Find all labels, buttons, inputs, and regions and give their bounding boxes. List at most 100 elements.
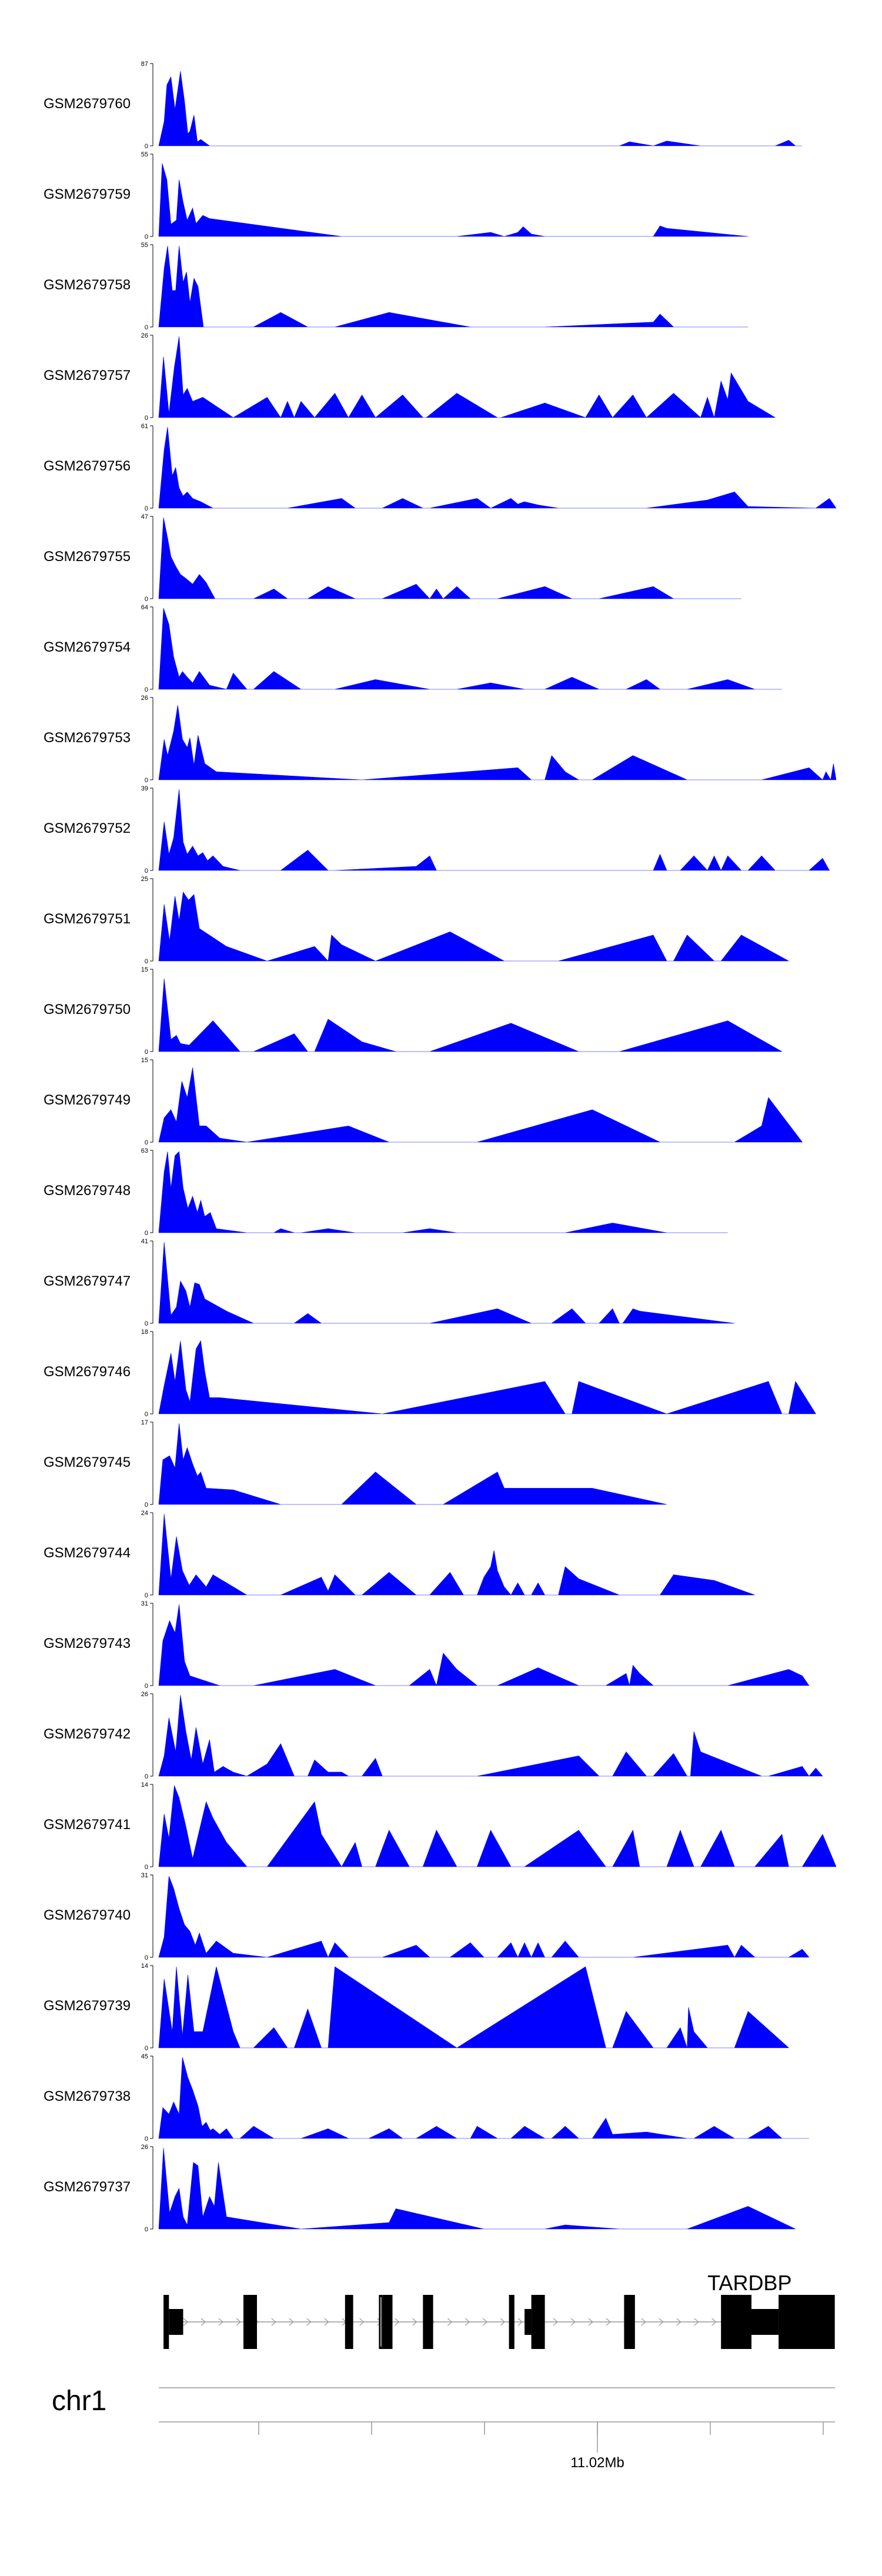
track-label: GSM2679754 xyxy=(44,639,131,655)
strand-arrow xyxy=(447,2318,453,2326)
track-GSM2679740: GSM2679740 31 0 xyxy=(44,1872,810,1961)
strand-arrow xyxy=(236,2318,241,2326)
track-GSM2679760: GSM2679760 87 0 xyxy=(44,61,803,150)
track-label: GSM2679745 xyxy=(44,1454,131,1470)
y-tick-label-max: 26 xyxy=(141,695,148,702)
y-tick-label-max: 24 xyxy=(141,1510,148,1517)
exon xyxy=(524,2309,532,2335)
strand-arrow xyxy=(588,2318,593,2326)
exon xyxy=(163,2295,169,2349)
track-label: GSM2679737 xyxy=(44,2179,131,2195)
coverage-area xyxy=(158,426,837,509)
coverage-area xyxy=(158,245,749,328)
y-tick-label-max: 14 xyxy=(141,1781,148,1788)
track-GSM2679741: GSM2679741 14 0 xyxy=(44,1781,837,1871)
y-tick-label-zero: 0 xyxy=(145,2226,148,2233)
exon xyxy=(751,2309,779,2335)
y-tick-label-zero: 0 xyxy=(145,415,148,422)
y-tick-label-max: 25 xyxy=(141,876,148,883)
exon xyxy=(345,2295,353,2349)
exon xyxy=(721,2295,751,2349)
exon xyxy=(624,2295,635,2349)
track-label: GSM2679739 xyxy=(44,1998,131,2014)
strand-arrow xyxy=(271,2318,276,2326)
strand-arrow xyxy=(289,2318,294,2326)
track-label: GSM2679760 xyxy=(44,96,131,112)
coverage-area xyxy=(158,1876,810,1958)
coverage-area xyxy=(158,1340,816,1414)
strand-arrow xyxy=(606,2318,611,2326)
y-tick-label-max: 15 xyxy=(141,966,148,973)
track-label: GSM2679755 xyxy=(44,549,131,565)
coverage-area xyxy=(158,2147,796,2230)
y-tick-label-max: 45 xyxy=(141,2053,148,2060)
track-label: GSM2679741 xyxy=(44,1817,131,1833)
track-GSM2679742: GSM2679742 26 0 xyxy=(44,1691,823,1780)
y-tick-label-zero: 0 xyxy=(145,1864,148,1871)
y-tick-label-zero: 0 xyxy=(145,867,148,875)
track-label: GSM2679740 xyxy=(44,1907,131,1923)
track-GSM2679750: GSM2679750 15 0 xyxy=(44,966,783,1056)
coverage-area xyxy=(158,71,803,146)
position-label: 11.02Mb xyxy=(570,2455,624,2471)
gene-label: TARDBP xyxy=(707,2271,791,2295)
track-GSM2679749: GSM2679749 15 0 xyxy=(44,1057,803,1146)
coverage-area xyxy=(158,789,830,871)
track-label: GSM2679756 xyxy=(44,458,131,474)
y-tick-label-max: 63 xyxy=(141,1147,148,1154)
y-tick-label-max: 26 xyxy=(141,1691,148,1698)
y-tick-label-max: 15 xyxy=(141,1057,148,1064)
y-tick-label-zero: 0 xyxy=(145,1954,148,1961)
exon xyxy=(382,2295,393,2349)
strand-arrow xyxy=(412,2318,417,2326)
coverage-area xyxy=(158,1513,755,1596)
track-GSM2679738: GSM2679738 45 0 xyxy=(44,2053,809,2143)
y-tick-label-zero: 0 xyxy=(145,686,148,693)
track-label: GSM2679747 xyxy=(44,1273,131,1289)
track-GSM2679747: GSM2679747 41 0 xyxy=(44,1238,735,1327)
y-tick-label-max: 26 xyxy=(141,332,148,339)
track-GSM2679751: GSM2679751 25 0 xyxy=(44,876,789,965)
track-label: GSM2679746 xyxy=(44,1364,131,1380)
exon xyxy=(531,2295,545,2349)
y-tick-label-max: 55 xyxy=(141,242,148,249)
y-tick-label-max: 18 xyxy=(141,1329,148,1336)
y-tick-label-zero: 0 xyxy=(145,596,148,603)
y-tick-label-zero: 0 xyxy=(145,1683,148,1690)
y-tick-label-zero: 0 xyxy=(145,958,148,965)
y-tick-label-zero: 0 xyxy=(145,233,148,241)
strand-arrow xyxy=(465,2318,470,2326)
track-label: GSM2679752 xyxy=(44,820,131,836)
strand-arrow xyxy=(659,2318,664,2326)
y-tick-label-zero: 0 xyxy=(145,1501,148,1509)
coverage-area xyxy=(158,891,789,962)
y-tick-label-max: 31 xyxy=(141,1600,148,1607)
strand-arrow xyxy=(395,2318,400,2326)
track-label: GSM2679750 xyxy=(44,1002,131,1017)
coverage-area xyxy=(158,1423,667,1505)
strand-arrow xyxy=(711,2318,717,2326)
y-tick-label-zero: 0 xyxy=(145,1320,148,1327)
y-tick-label-zero: 0 xyxy=(145,1592,148,1599)
coverage-area xyxy=(158,1785,837,1867)
y-tick-label-max: 31 xyxy=(141,1872,148,1879)
strand-arrow xyxy=(570,2318,576,2326)
exon xyxy=(423,2295,433,2349)
coverage-area xyxy=(158,1242,735,1324)
track-GSM2679759: GSM2679759 55 0 xyxy=(44,151,749,241)
y-tick-label-zero: 0 xyxy=(145,1139,148,1146)
strand-arrow xyxy=(517,2318,523,2326)
y-tick-label-zero: 0 xyxy=(145,777,148,784)
y-tick-label-max: 17 xyxy=(141,1419,148,1426)
track-GSM2679757: GSM2679757 26 0 xyxy=(44,332,776,422)
track-GSM2679752: GSM2679752 39 0 xyxy=(44,785,830,875)
y-tick-label-zero: 0 xyxy=(145,1411,148,1418)
strand-arrow xyxy=(359,2318,365,2326)
coverage-tracks: GSM2679760870GSM2679759550GSM2679758550G… xyxy=(44,61,837,2233)
coverage-area xyxy=(158,978,783,1052)
coverage-area xyxy=(158,336,776,419)
strand-arrow xyxy=(553,2318,558,2326)
chromosome-axis: 11.02Mb chr1 xyxy=(52,2385,835,2471)
coverage-area xyxy=(158,705,837,780)
